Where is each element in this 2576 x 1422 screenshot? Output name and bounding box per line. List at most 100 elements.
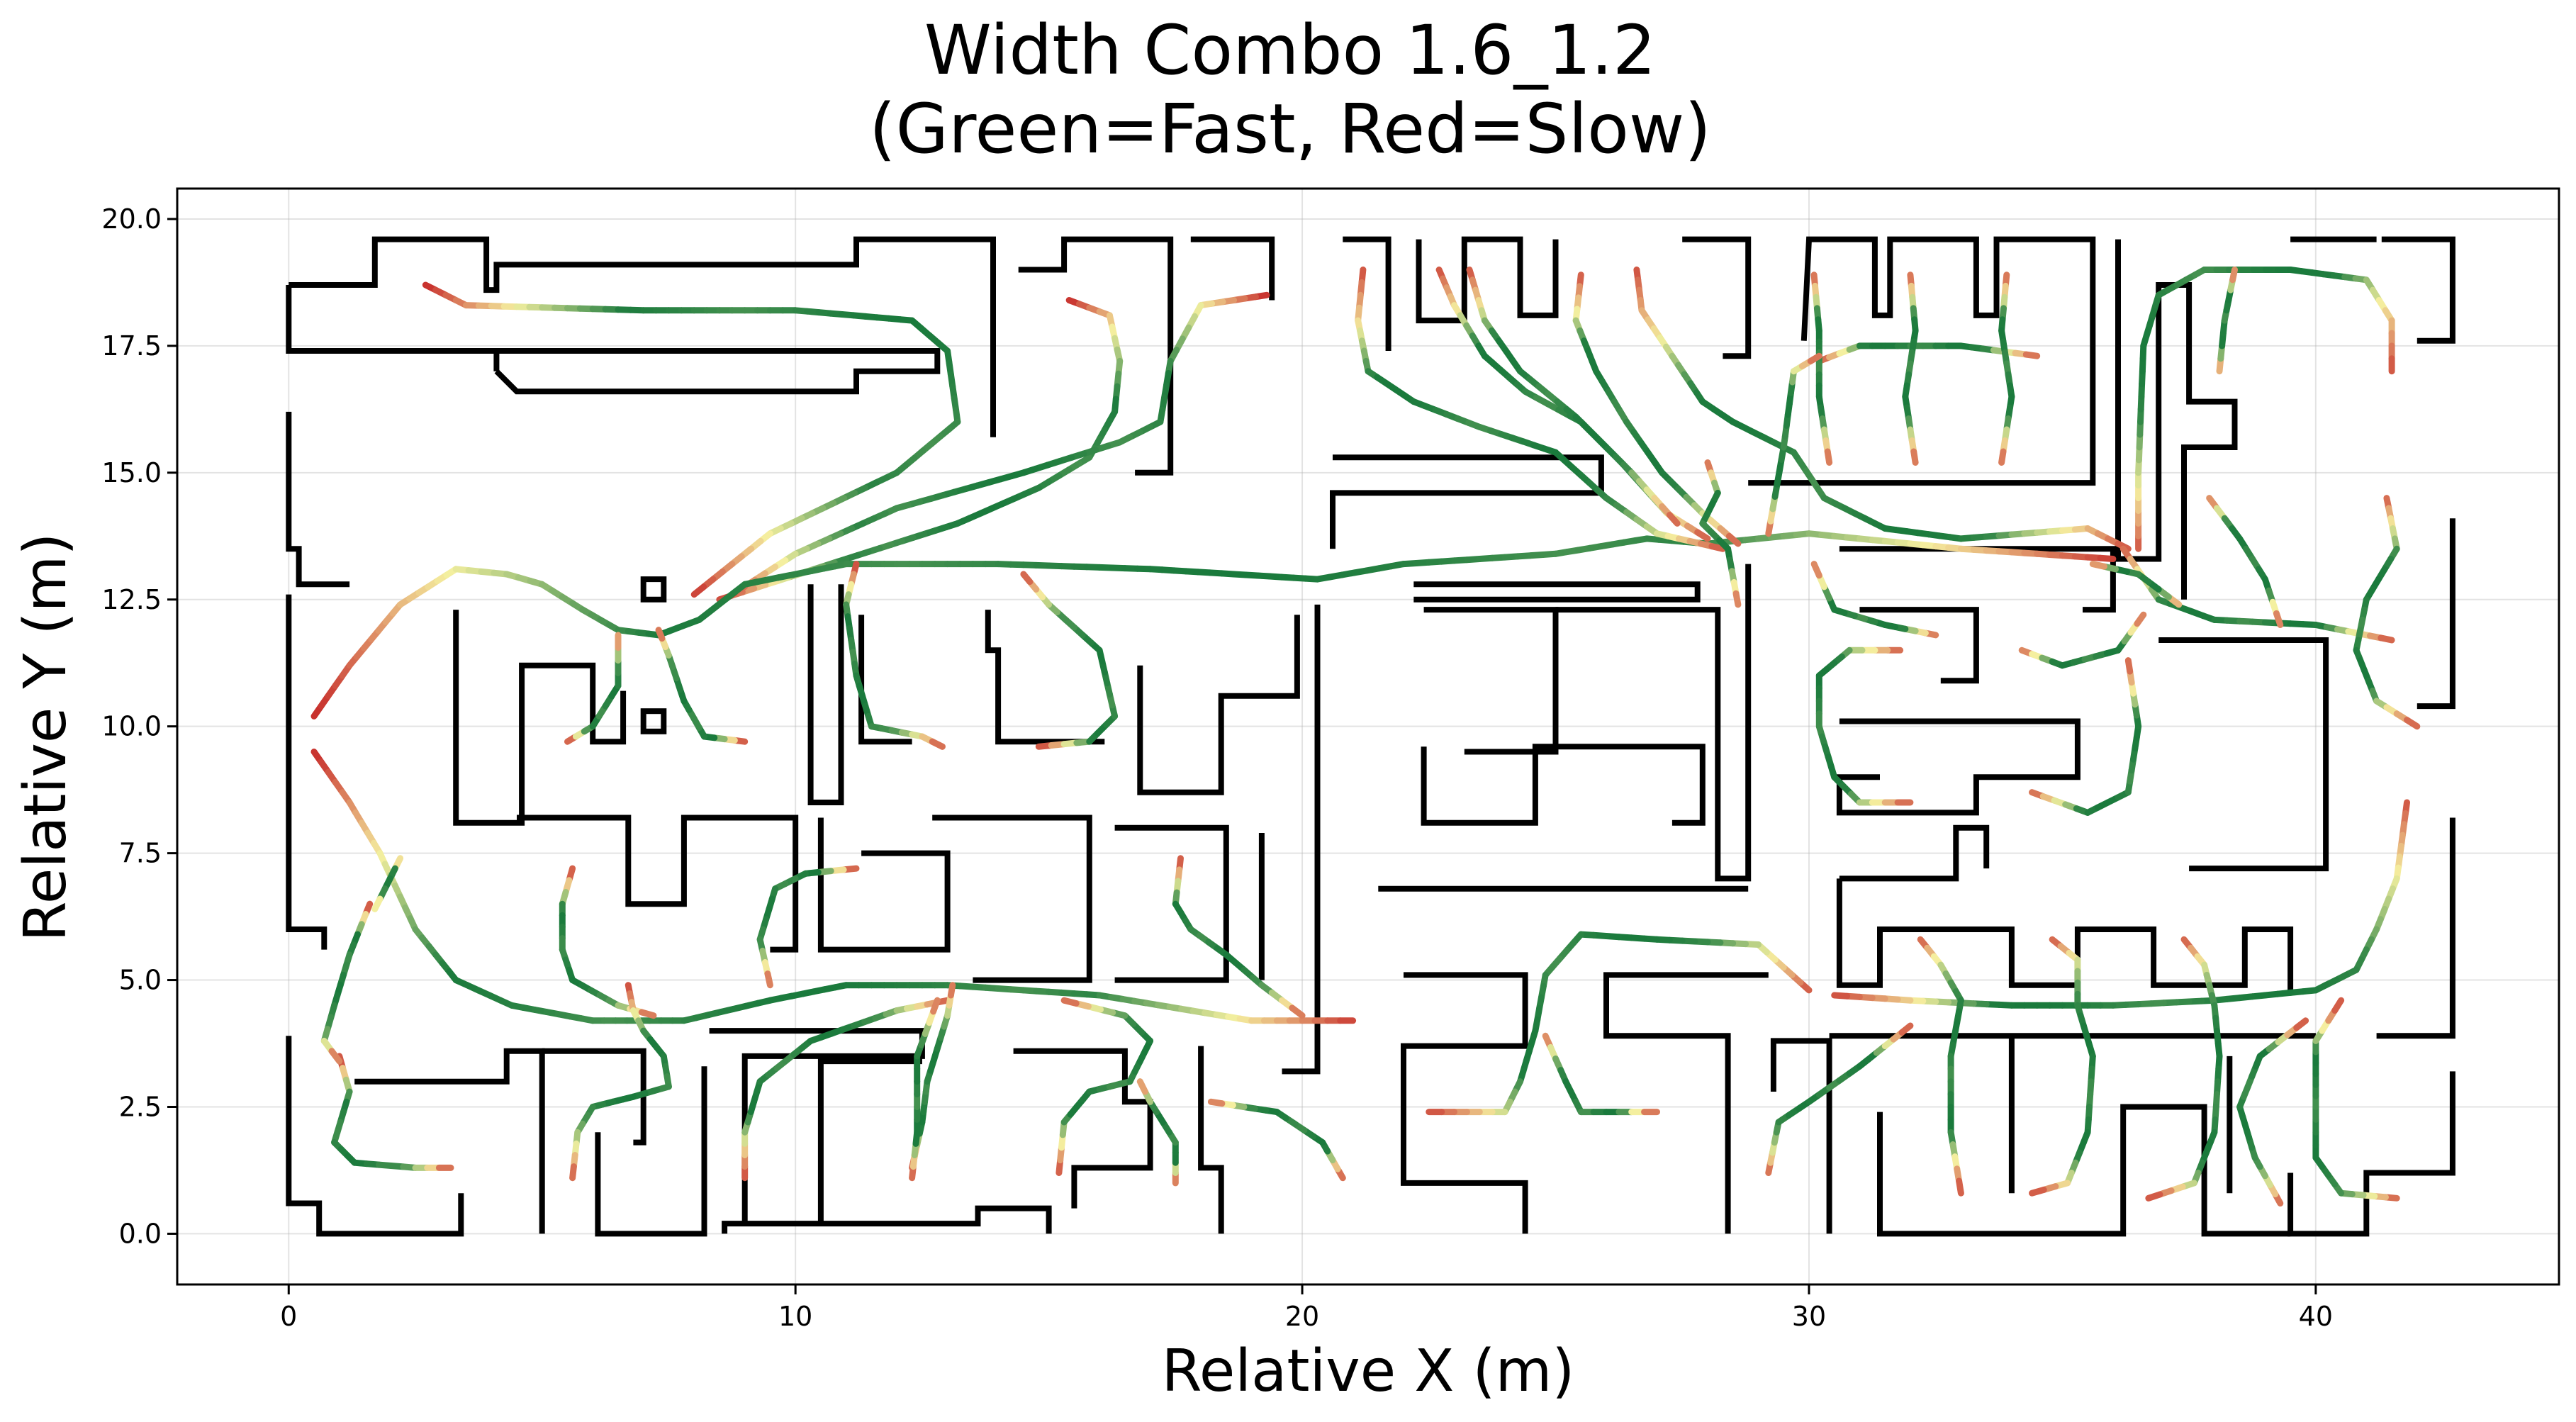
y-tick-label: 17.5	[101, 330, 162, 362]
trajectory	[2236, 1017, 2309, 1207]
y-tick-label: 0.0	[119, 1218, 162, 1249]
trajectory-segment	[930, 997, 941, 1015]
trajectory	[1355, 267, 1726, 552]
trajectory-segment	[2097, 554, 2117, 562]
y-tick-label: 15.0	[101, 457, 162, 488]
trajectory-segment	[2331, 997, 2345, 1014]
outer-left-wall	[286, 411, 350, 588]
trajectory-segment	[1831, 992, 1851, 1000]
right-lower-block	[1836, 878, 2294, 990]
trajectory-segment	[1810, 561, 1822, 579]
trajectory	[2206, 495, 2284, 628]
trajectory	[1136, 1078, 1179, 1187]
y-tick-label: 12.5	[101, 584, 162, 615]
bottom-wall-run	[722, 1205, 1052, 1234]
mid-block-3	[1114, 824, 1229, 983]
bottom-mid-room-b	[817, 1058, 922, 1224]
trajectory	[2353, 495, 2421, 730]
trajectory	[422, 281, 961, 598]
left-mid-block-4	[985, 610, 1105, 745]
trajectory	[1172, 855, 1306, 1019]
y-tick-label: 5.0	[119, 965, 162, 996]
bottom-left-room	[354, 1048, 545, 1234]
chart-title-line-1: Width Combo 1.6_1.2	[924, 11, 1656, 90]
trajectory	[1020, 571, 1119, 750]
trajectory	[1572, 271, 1742, 547]
x-tick-label: 0	[280, 1301, 297, 1332]
trajectory-segment	[1136, 1078, 1148, 1095]
trajectory-segment	[2029, 1186, 2047, 1197]
outer-left-wall-3	[286, 1036, 464, 1237]
trajectory	[1765, 1022, 1914, 1176]
trajectory-segment	[371, 895, 383, 912]
mid-block-2	[932, 814, 1092, 983]
trajectory	[909, 997, 941, 1182]
trajectory-segment	[1807, 352, 1822, 364]
outer-right-wall-2	[2417, 518, 2455, 710]
bottom-center-comb-2	[1603, 972, 1769, 1234]
trajectory-segment	[1898, 1022, 1914, 1036]
trajectory-segment	[1207, 1098, 1226, 1107]
trajectory	[1466, 267, 1681, 527]
trajectory-segment	[1694, 529, 1711, 542]
trajectory	[1917, 936, 1964, 1197]
trajectory	[1815, 646, 1914, 806]
left-mid-block-5	[1137, 615, 1300, 795]
trajectory-segment	[1725, 532, 1742, 547]
trajectory	[2029, 936, 2096, 1197]
trajectory	[1699, 459, 1742, 608]
outer-right-wall-3	[2376, 817, 2455, 1039]
trajectory	[564, 632, 622, 745]
trajectory-segment	[2134, 611, 2147, 627]
trajectory-segment	[328, 1048, 343, 1065]
trajectory-segment	[2022, 351, 2041, 359]
pillar-lower	[640, 708, 667, 734]
y-tick-label: 2.5	[119, 1091, 162, 1122]
center-mid-wall	[1282, 604, 1321, 1075]
trajectory-segment	[2378, 634, 2395, 644]
x-tick-label: 10	[778, 1301, 812, 1332]
trajectory-segment	[2124, 657, 2134, 675]
center-box	[1423, 607, 1559, 755]
trajectory-segment	[947, 982, 956, 999]
outer-left-wall-2	[286, 594, 327, 950]
wall-layer	[286, 236, 2455, 1237]
trajectory	[1055, 997, 1154, 1176]
upper-right-rooms	[1748, 236, 2096, 486]
trajectory	[2145, 936, 2223, 1202]
trajectory-segment	[2293, 1017, 2309, 1031]
y-tick-label: 7.5	[119, 838, 162, 869]
x-axis-label: Relative X (m)	[1162, 1338, 1575, 1405]
y-tick-label: 20.0	[101, 203, 162, 235]
trajectory-segment	[2229, 267, 2238, 284]
x-tick-label: 30	[1792, 1301, 1826, 1332]
plot-frame	[176, 187, 2560, 1286]
trajectory	[1810, 271, 1833, 466]
trajectory	[2089, 561, 2183, 608]
trajectory-segment	[764, 970, 773, 989]
trajectory	[1207, 1098, 1346, 1182]
trajectory	[2312, 997, 2400, 1202]
bottom-center-comb-3	[1770, 1038, 1832, 1234]
mid-block-1	[817, 817, 951, 953]
x-tick-label: 20	[1285, 1301, 1319, 1332]
axis-ticks: 0 10 20 30 40 0.0 2.5 5.0 7.5 10.0 12.5 15.0 17.5 20.…	[101, 203, 2333, 1332]
left-mid-block-2	[807, 584, 844, 805]
center-right-block	[1555, 564, 1752, 882]
trajectory	[310, 749, 1357, 1024]
chart-title-line-2: (Green=Fast, Red=Slow)	[869, 89, 1711, 169]
trajectory	[655, 627, 749, 745]
trajectory	[371, 855, 404, 912]
trajectory-segment	[1732, 590, 1742, 608]
trajectory	[569, 982, 672, 1182]
right-rect-room	[2158, 637, 2329, 872]
outer-right-boundary	[2381, 236, 2455, 344]
trajectory	[2135, 267, 2395, 552]
trajectory	[320, 900, 374, 1065]
trajectory	[310, 530, 2117, 720]
trajectory-layer	[310, 267, 2421, 1207]
trajectory	[716, 297, 1124, 603]
trajectory-segment	[1910, 448, 1919, 466]
trajectory	[1902, 271, 1919, 466]
